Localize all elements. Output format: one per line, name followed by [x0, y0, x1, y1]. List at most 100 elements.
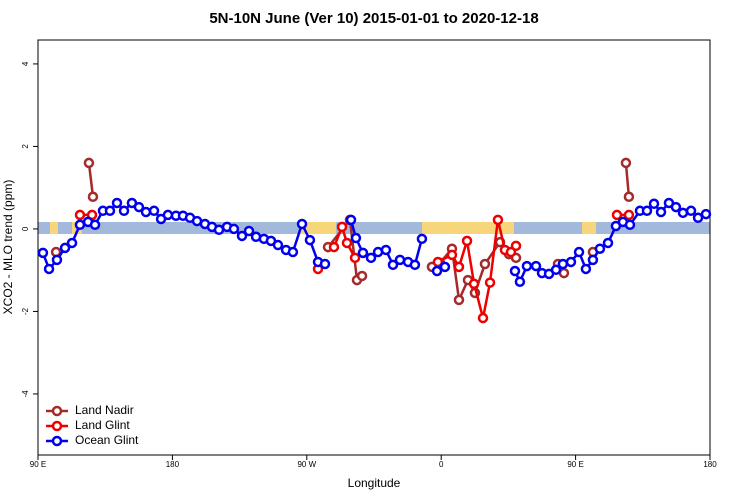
data-point: [557, 258, 569, 270]
data-point: [431, 265, 443, 277]
data-point: [345, 214, 357, 226]
legend-label: Ocean Glint: [75, 433, 139, 447]
data-point: [287, 246, 299, 258]
data-point: [111, 197, 123, 209]
data-point: [521, 260, 533, 272]
data-point: [510, 240, 522, 252]
data-point: [453, 294, 465, 306]
y-tick-label: -4: [21, 390, 30, 398]
data-point: [685, 205, 697, 217]
data-point: [700, 208, 712, 220]
data-point: [439, 261, 451, 273]
land-band: [300, 222, 336, 234]
data-point: [356, 270, 368, 282]
data-point: [641, 205, 653, 217]
x-tick-label: 180: [703, 460, 717, 469]
data-point: [66, 237, 78, 249]
x-tick-label: 90 E: [30, 460, 46, 469]
data-point: [468, 278, 480, 290]
data-point: [602, 237, 614, 249]
data-point: [350, 232, 362, 244]
data-point: [514, 276, 526, 287]
data-point: [89, 219, 101, 231]
data-point: [484, 277, 496, 288]
data-point: [655, 206, 667, 218]
data-point: [243, 225, 255, 237]
data-point: [648, 198, 660, 210]
data-point: [236, 230, 248, 242]
data-point: [580, 263, 592, 275]
data-point: [453, 261, 465, 273]
data-point: [623, 209, 635, 221]
data-point: [104, 205, 116, 217]
y-tick-label: -2: [21, 307, 30, 315]
data-point: [409, 259, 421, 271]
land-ocean-band: [38, 222, 710, 234]
y-tick-label: 2: [21, 144, 30, 149]
data-point: [228, 223, 240, 235]
plot-frame: [37, 39, 711, 456]
legend-label: Land Glint: [75, 418, 130, 432]
legend-marker: [51, 405, 63, 417]
data-point: [43, 263, 55, 275]
x-tick-label: 180: [166, 460, 180, 469]
data-point: [461, 235, 473, 247]
data-point: [677, 207, 689, 219]
data-point: [587, 254, 599, 266]
data-point: [59, 242, 71, 254]
y-tick-label: 0: [21, 226, 30, 231]
data-point: [692, 212, 704, 224]
data-point: [670, 201, 682, 213]
land-band: [582, 222, 596, 234]
data-point: [336, 221, 348, 233]
data-point: [37, 247, 49, 259]
data-point: [611, 209, 623, 221]
data-point: [565, 256, 577, 268]
data-point: [573, 246, 585, 258]
data-point: [594, 243, 606, 254]
x-axis-label: Longitude: [348, 476, 401, 490]
data-point: [387, 259, 399, 271]
data-point: [620, 157, 632, 169]
data-point: [349, 252, 361, 264]
x-tick-label: 90 E: [567, 460, 583, 469]
data-point: [328, 241, 340, 253]
data-point: [357, 247, 369, 259]
data-point: [74, 219, 86, 231]
data-point: [304, 234, 316, 246]
data-point: [509, 265, 521, 277]
x-tick-label: 0: [439, 460, 444, 469]
data-point: [479, 258, 491, 270]
series-line: [80, 213, 629, 319]
data-point: [87, 191, 99, 203]
data-point: [319, 258, 331, 270]
data-point: [623, 191, 635, 203]
x-tick-label: 90 W: [297, 460, 316, 469]
chart-title: 5N-10N June (Ver 10) 2015-01-01 to 2020-…: [209, 10, 538, 27]
data-point: [51, 254, 63, 266]
data-point: [380, 244, 392, 256]
data-point: [118, 205, 130, 217]
ocean-band: [38, 222, 710, 234]
data-point: [550, 264, 562, 276]
data-point: [530, 260, 542, 272]
land-band: [50, 222, 58, 234]
data-point: [162, 209, 174, 221]
data-point: [74, 209, 86, 221]
data-point: [624, 219, 636, 231]
data-point: [133, 201, 145, 213]
data-point: [341, 237, 353, 249]
legend-label: Land Nadir: [75, 403, 134, 417]
land-band: [422, 222, 514, 234]
data-point: [365, 252, 377, 264]
data-point: [477, 312, 489, 324]
data-point: [446, 249, 458, 261]
data-point: [140, 206, 152, 218]
data-point: [148, 205, 160, 217]
data-point: [83, 157, 95, 169]
data-point: [272, 239, 284, 251]
data-point: [296, 218, 308, 230]
legend-marker: [51, 420, 63, 432]
y-axis-label: XCO2 - MLO trend (ppm): [1, 180, 15, 315]
